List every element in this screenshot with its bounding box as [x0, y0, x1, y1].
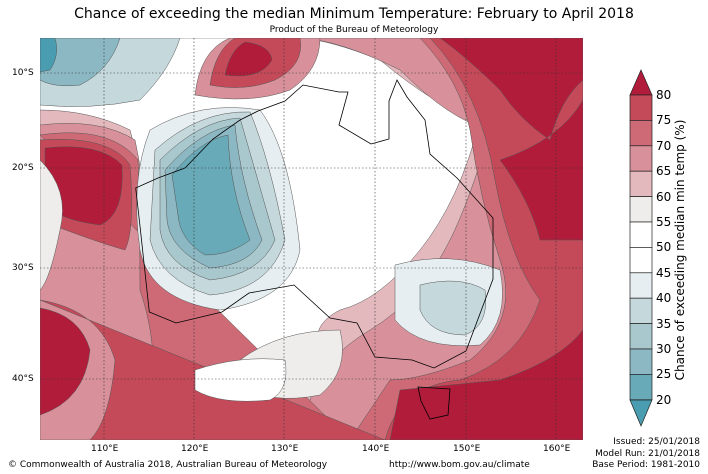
lon-label: 150°E: [453, 444, 481, 454]
graticule: [40, 38, 583, 440]
coastline: [135, 79, 494, 420]
lat-label: 20°S: [12, 163, 34, 173]
contour-red-gt80: [40, 38, 583, 440]
colorbar-tick: 75: [656, 113, 672, 127]
lon-label: 140°E: [362, 444, 390, 454]
figure-title: Chance of exceeding the median Minimum T…: [74, 6, 634, 22]
lat-label: 10°S: [12, 68, 34, 78]
lon-label: 160°E: [543, 444, 571, 454]
colorbar-tick: 45: [656, 266, 672, 280]
colorbar-tick: 25: [656, 367, 672, 381]
colorbar-tick: 30: [656, 342, 672, 356]
issued-date: Issued: 25/01/2018: [613, 437, 700, 447]
figure-subtitle: Product of the Bureau of Meteorology: [269, 25, 439, 35]
base-period: Base Period: 1981-2010: [592, 460, 700, 470]
lon-label: 130°E: [271, 444, 299, 454]
colorbar-tick: 40: [656, 291, 672, 305]
colorbar-tick: 35: [656, 317, 672, 331]
colorbar-tick: 20: [656, 393, 672, 407]
colorbar-tick: 65: [656, 164, 672, 178]
colorbar: [629, 69, 653, 427]
colorbar-tick: 60: [656, 190, 672, 204]
source-url[interactable]: http://www.bom.gov.au/climate: [389, 460, 530, 470]
copyright-text: © Commonwealth of Australia 2018, Austra…: [8, 460, 328, 470]
lon-label: 120°E: [181, 444, 209, 454]
lon-label: 110°E: [91, 444, 119, 454]
colorbar-tick: 50: [656, 240, 672, 254]
lat-label: 40°S: [12, 374, 34, 384]
lat-label: 30°S: [12, 263, 34, 273]
colorbar-tick: 55: [656, 215, 672, 229]
map-panel: [40, 38, 583, 440]
contour-west-white: [40, 159, 63, 291]
colorbar-tick: 70: [656, 139, 672, 153]
colorbar-label: Chance of exceeding median min temp (%): [673, 119, 687, 381]
model-run-date: Model Run: 21/01/2018: [595, 449, 700, 459]
colorbar-tick: 80: [656, 88, 672, 102]
